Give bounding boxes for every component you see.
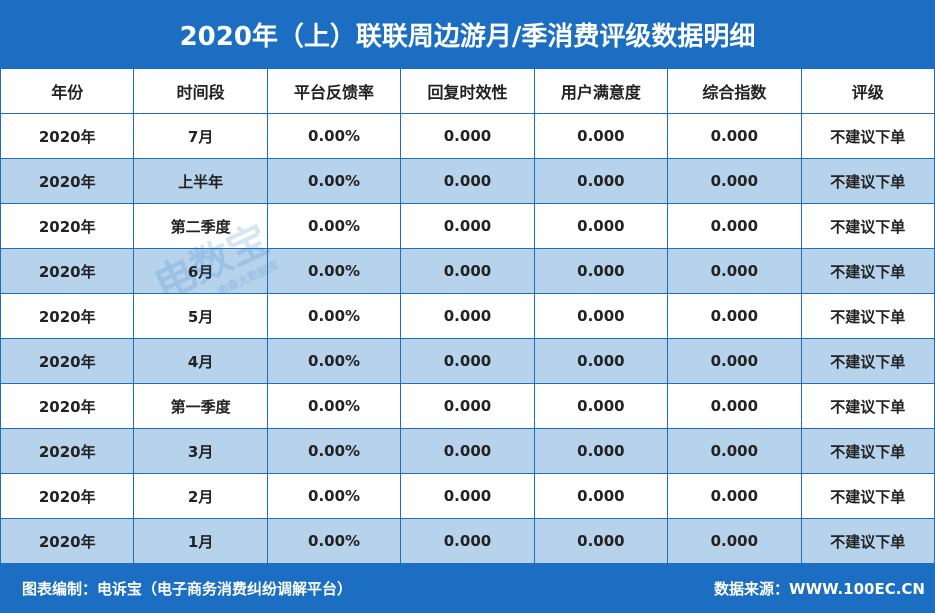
table-cell: 0.000 bbox=[533, 428, 669, 474]
table-cell: 不建议下单 bbox=[800, 473, 935, 519]
table-row: 2020年 7月 0.00% 0.000 0.000 0.000 不建议下单 bbox=[0, 113, 935, 159]
table-cell: 0.00% bbox=[266, 113, 402, 159]
table-cell: 0.000 bbox=[400, 248, 535, 294]
table-cell: 0.000 bbox=[400, 113, 535, 159]
table-cell: 0.000 bbox=[533, 383, 669, 429]
table-cell: 2020年 bbox=[0, 203, 135, 249]
table-cell: 0.000 bbox=[400, 203, 535, 249]
table-cell: 0.00% bbox=[266, 248, 402, 294]
table-row: 2020年 5月 0.00% 0.000 0.000 0.000 不建议下单 bbox=[0, 293, 935, 339]
table-cell: 0.000 bbox=[533, 203, 669, 249]
table-cell: 不建议下单 bbox=[800, 293, 935, 339]
table-cell: 0.000 bbox=[667, 293, 802, 339]
table-cell: 0.00% bbox=[266, 203, 402, 249]
table-row: 2020年 上半年 0.00% 0.000 0.000 0.000 不建议下单 bbox=[0, 158, 935, 204]
table-cell: 2020年 bbox=[0, 158, 135, 204]
table-row: 2020年 1月 0.00% 0.000 0.000 0.000 不建议下单 bbox=[0, 518, 935, 564]
table-cell: 0.000 bbox=[667, 203, 802, 249]
table-cell: 0.00% bbox=[266, 428, 402, 474]
table-cell: 0.000 bbox=[533, 158, 669, 204]
table-cell: 0.000 bbox=[667, 518, 802, 564]
table-cell: 0.000 bbox=[667, 428, 802, 474]
title: 2020年（上）联联周边游月/季消费评级数据明细 bbox=[179, 21, 756, 52]
table-cell: 0.000 bbox=[533, 473, 669, 519]
column-header: 综合指数 bbox=[667, 68, 802, 114]
table-cell: 不建议下单 bbox=[800, 248, 935, 294]
table-cell: 2020年 bbox=[0, 113, 135, 159]
table-row: 2020年 4月 0.00% 0.000 0.000 0.000 不建议下单 bbox=[0, 338, 935, 384]
footer-credit: 图表编制：电诉宝（电子商务消费纠纷调解平台） bbox=[22, 579, 353, 598]
table-cell: 2020年 bbox=[0, 338, 135, 384]
table-cell: 不建议下单 bbox=[800, 338, 935, 384]
table-cell: 第二季度 bbox=[133, 203, 268, 249]
table-cell: 2020年 bbox=[0, 518, 135, 564]
table-row: 2020年 第二季度 0.00% 0.000 0.000 0.000 不建议下单 bbox=[0, 203, 935, 249]
table-row: 2020年 6月 0.00% 0.000 0.000 0.000 不建议下单 bbox=[0, 248, 935, 294]
table-cell: 0.000 bbox=[667, 473, 802, 519]
table-row: 2020年 3月 0.00% 0.000 0.000 0.000 不建议下单 bbox=[0, 428, 935, 474]
table-cell: 2020年 bbox=[0, 473, 135, 519]
table-cell: 0.000 bbox=[400, 518, 535, 564]
table-cell: 0.000 bbox=[667, 113, 802, 159]
table-cell: 7月 bbox=[133, 113, 268, 159]
table-cell: 1月 bbox=[133, 518, 268, 564]
table-cell: 0.000 bbox=[533, 113, 669, 159]
table-cell: 2020年 bbox=[0, 248, 135, 294]
table-cell: 不建议下单 bbox=[800, 428, 935, 474]
table-cell: 0.000 bbox=[667, 383, 802, 429]
table-cell: 上半年 bbox=[133, 158, 268, 204]
table-cell: 0.000 bbox=[400, 383, 535, 429]
table-cell: 不建议下单 bbox=[800, 383, 935, 429]
table-cell: 2020年 bbox=[0, 293, 135, 339]
column-header: 时间段 bbox=[133, 68, 268, 114]
table-cell: 0.00% bbox=[266, 293, 402, 339]
table-cell: 3月 bbox=[133, 428, 268, 474]
table-cell: 0.00% bbox=[266, 473, 402, 519]
column-header: 评级 bbox=[800, 68, 935, 114]
title-bar: 2020年（上）联联周边游月/季消费评级数据明细 bbox=[0, 0, 935, 68]
table-cell: 0.000 bbox=[400, 428, 535, 474]
table-cell: 0.00% bbox=[266, 518, 402, 564]
table-cell: 0.00% bbox=[266, 158, 402, 204]
table-cell: 0.00% bbox=[266, 338, 402, 384]
table-cell: 0.000 bbox=[533, 248, 669, 294]
footer: 图表编制：电诉宝（电子商务消费纠纷调解平台） 数据来源：WWW.100EC.CN bbox=[0, 563, 935, 613]
table-cell: 0.000 bbox=[667, 158, 802, 204]
table-cell: 0.000 bbox=[400, 158, 535, 204]
header-row: 年份 时间段 平台反馈率 回复时效性 用户满意度 综合指数 评级 bbox=[0, 68, 935, 114]
table-cell: 2020年 bbox=[0, 428, 135, 474]
table-cell: 6月 bbox=[133, 248, 268, 294]
table-cell: 0.000 bbox=[400, 338, 535, 384]
table-cell: 0.000 bbox=[533, 518, 669, 564]
table-cell: 0.00% bbox=[266, 383, 402, 429]
column-header: 平台反馈率 bbox=[266, 68, 402, 114]
table-cell: 0.000 bbox=[400, 293, 535, 339]
table-cell: 0.000 bbox=[533, 338, 669, 384]
table-cell: 不建议下单 bbox=[800, 158, 935, 204]
table-cell: 0.000 bbox=[667, 338, 802, 384]
column-header: 回复时效性 bbox=[400, 68, 535, 114]
table-cell: 2020年 bbox=[0, 383, 135, 429]
data-table: 年份 时间段 平台反馈率 回复时效性 用户满意度 综合指数 评级 2020年 7月 0.00% 0.… bbox=[0, 68, 935, 564]
table-cell: 0.000 bbox=[400, 473, 535, 519]
table-cell: 不建议下单 bbox=[800, 113, 935, 159]
table-cell: 不建议下单 bbox=[800, 203, 935, 249]
table-row: 2020年 第一季度 0.00% 0.000 0.000 0.000 不建议下单 bbox=[0, 383, 935, 429]
table-cell: 不建议下单 bbox=[800, 518, 935, 564]
table-cell: 2月 bbox=[133, 473, 268, 519]
table-cell: 第一季度 bbox=[133, 383, 268, 429]
table-row: 2020年 2月 0.00% 0.000 0.000 0.000 不建议下单 bbox=[0, 473, 935, 519]
footer-source: 数据来源：WWW.100EC.CN bbox=[714, 579, 925, 598]
column-header: 用户满意度 bbox=[533, 68, 669, 114]
column-header: 年份 bbox=[0, 68, 135, 114]
table-cell: 4月 bbox=[133, 338, 268, 384]
table-cell: 0.000 bbox=[667, 248, 802, 294]
table-cell: 5月 bbox=[133, 293, 268, 339]
table-cell: 0.000 bbox=[533, 293, 669, 339]
